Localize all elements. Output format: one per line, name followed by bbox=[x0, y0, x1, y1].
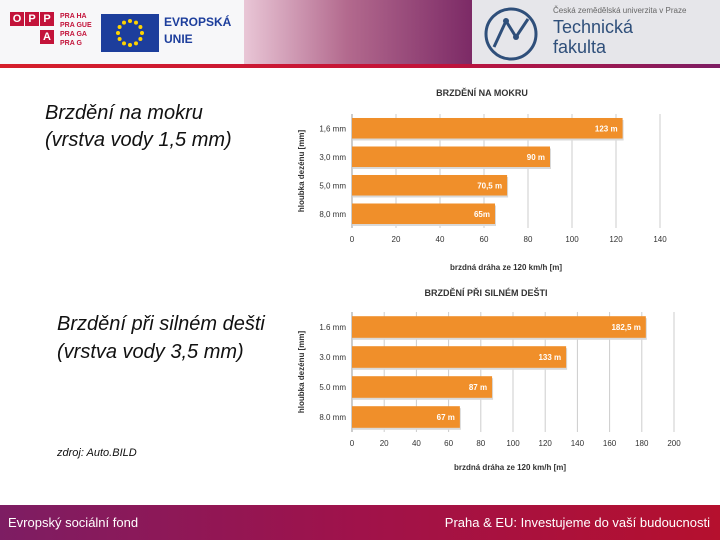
chart-title: BRZDĚNÍ PŘI SILNÉM DEŠTI bbox=[424, 287, 547, 298]
category-label: 3,0 mm bbox=[319, 153, 346, 162]
x-tick-label: 60 bbox=[480, 235, 489, 244]
chart-title: BRZDĚNÍ NA MOKRU bbox=[436, 87, 528, 98]
chart2-caption: Brzdění při silném dešti (vrstva vody 3,… bbox=[57, 313, 265, 363]
oppa-logo: O P P A bbox=[10, 12, 56, 50]
header-logos: O P P A PRA HA PRA GUE PRA GA PRA G EVRO… bbox=[0, 0, 245, 66]
bar bbox=[352, 346, 567, 368]
data-label: 87 m bbox=[469, 383, 487, 392]
footer bbox=[0, 505, 720, 540]
x-axis-label: brzdná dráha ze 120 km/h [m] bbox=[450, 263, 562, 272]
category-label: 5.0 mm bbox=[319, 383, 346, 392]
chart-wet-braking: 0 20 40 60 80 100 120 140 BRZDĚNÍ NA MOKRU brzdná… bbox=[288, 82, 684, 274]
category-label: 5,0 mm bbox=[319, 181, 346, 190]
faculty-emblem-icon bbox=[484, 7, 538, 61]
data-label: 67 m bbox=[437, 413, 455, 422]
category-label: 1.6 mm bbox=[319, 323, 346, 332]
chart1-caption: Brzdění na mokru (vrstva vody 1,5 mm) bbox=[45, 102, 232, 151]
header: O P P A PRA HA PRA GUE PRA GA PRA G EVRO… bbox=[0, 0, 720, 70]
data-label: 182,5 m bbox=[611, 323, 640, 332]
x-tick-label: 100 bbox=[506, 439, 520, 448]
x-tick-label: 60 bbox=[444, 439, 453, 448]
bar bbox=[352, 376, 493, 398]
praha-logo: PRA HA PRA GUE PRA GA PRA G bbox=[60, 12, 96, 48]
bar bbox=[352, 406, 460, 428]
eu-line1: EVROPSKÁ bbox=[164, 15, 232, 29]
source-note: zdroj: Auto.BILD bbox=[57, 447, 137, 459]
x-tick-label: 200 bbox=[667, 439, 681, 448]
header-gradient bbox=[244, 0, 472, 66]
bar bbox=[352, 146, 550, 168]
bar bbox=[352, 203, 495, 225]
x-tick-label: 120 bbox=[609, 235, 623, 244]
x-tick-label: 100 bbox=[565, 235, 579, 244]
footer-right-text: Praha & EU: Investujeme do vaší budoucno… bbox=[444, 515, 710, 530]
footer-left-text: Evropský sociální fond bbox=[8, 515, 139, 530]
faculty-line1: Technická bbox=[553, 17, 634, 37]
data-label: 133 m bbox=[538, 353, 561, 362]
data-label: 65m bbox=[474, 210, 490, 219]
data-label: 90 m bbox=[527, 153, 545, 162]
y-axis-label: hloubka dezénu [mm] bbox=[297, 130, 306, 213]
eu-flag-icon bbox=[101, 14, 159, 52]
data-label: 123 m bbox=[595, 124, 618, 133]
oppa-letter: P bbox=[40, 12, 54, 26]
x-tick-label: 180 bbox=[635, 439, 649, 448]
x-tick-label: 40 bbox=[412, 439, 421, 448]
category-label: 8.0 mm bbox=[319, 413, 346, 422]
category-label: 1,6 mm bbox=[319, 124, 346, 133]
x-tick-label: 140 bbox=[653, 235, 667, 244]
x-tick-label: 140 bbox=[571, 439, 585, 448]
x-tick-label: 120 bbox=[539, 439, 553, 448]
university-name: Česká zemědělská univerzita v Praze bbox=[553, 6, 687, 15]
faculty-name: Technická fakulta bbox=[553, 17, 633, 57]
praha-line: PRA GUE bbox=[60, 22, 92, 29]
x-tick-label: 160 bbox=[603, 439, 617, 448]
faculty-line2: fakulta bbox=[553, 37, 607, 57]
oppa-letter: A bbox=[40, 30, 54, 44]
category-label: 8,0 mm bbox=[319, 210, 346, 219]
eu-line2: UNIE bbox=[164, 32, 193, 46]
x-tick-label: 80 bbox=[476, 439, 485, 448]
x-tick-label: 20 bbox=[380, 439, 389, 448]
oppa-letter: O bbox=[10, 12, 24, 26]
bar bbox=[352, 316, 646, 338]
x-tick-label: 0 bbox=[350, 235, 355, 244]
category-label: 3.0 mm bbox=[319, 353, 346, 362]
y-axis-label: hloubka dezénu [mm] bbox=[297, 331, 306, 414]
data-label: 70,5 m bbox=[477, 181, 502, 190]
chart-heavy-rain-braking: 0 20 40 60 80 100 120 140 160 180 200 BRZDĚNÍ PŘI S… bbox=[288, 282, 688, 474]
bar bbox=[352, 117, 623, 139]
bar bbox=[352, 174, 508, 196]
eu-text: EVROPSKÁ UNIE bbox=[164, 14, 231, 48]
x-tick-label: 40 bbox=[436, 235, 445, 244]
x-tick-label: 80 bbox=[524, 235, 533, 244]
x-axis-label: brzdná dráha ze 120 km/h [m] bbox=[454, 463, 566, 472]
praha-line: PRA G bbox=[60, 40, 82, 47]
x-tick-label: 20 bbox=[392, 235, 401, 244]
praha-line: PRA GA bbox=[60, 31, 87, 38]
header-divider bbox=[0, 64, 720, 68]
praha-line: PRA HA bbox=[60, 13, 87, 20]
x-tick-label: 0 bbox=[350, 439, 355, 448]
oppa-letter: P bbox=[25, 12, 39, 26]
